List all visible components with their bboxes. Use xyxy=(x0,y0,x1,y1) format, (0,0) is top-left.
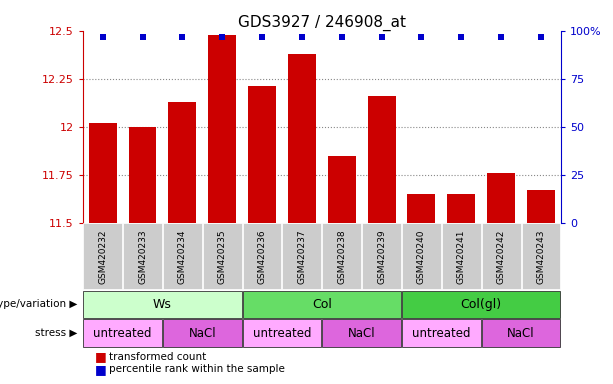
Text: GSM420241: GSM420241 xyxy=(457,229,466,283)
Text: untreated: untreated xyxy=(412,327,471,339)
Text: NaCl: NaCl xyxy=(507,327,535,339)
Bar xyxy=(487,173,515,223)
Text: Ws: Ws xyxy=(153,298,172,311)
Bar xyxy=(288,54,316,223)
Bar xyxy=(129,127,156,223)
Text: transformed count: transformed count xyxy=(109,352,206,362)
Text: ■: ■ xyxy=(95,350,107,363)
Text: GSM420234: GSM420234 xyxy=(178,229,187,283)
Bar xyxy=(208,35,236,223)
Text: untreated: untreated xyxy=(253,327,311,339)
Text: GSM420233: GSM420233 xyxy=(138,229,147,284)
Text: GSM420237: GSM420237 xyxy=(297,229,306,284)
Text: NaCl: NaCl xyxy=(188,327,216,339)
Text: GSM420240: GSM420240 xyxy=(417,229,426,283)
Text: genotype/variation ▶: genotype/variation ▶ xyxy=(0,299,78,310)
Title: GDS3927 / 246908_at: GDS3927 / 246908_at xyxy=(238,15,406,31)
Bar xyxy=(368,96,395,223)
Text: percentile rank within the sample: percentile rank within the sample xyxy=(109,364,284,374)
Text: GSM420243: GSM420243 xyxy=(536,229,546,283)
Text: GSM420239: GSM420239 xyxy=(377,229,386,284)
Text: GSM420238: GSM420238 xyxy=(337,229,346,284)
Text: GSM420232: GSM420232 xyxy=(98,229,107,283)
Bar xyxy=(89,123,116,223)
Bar xyxy=(447,194,475,223)
Text: stress ▶: stress ▶ xyxy=(36,328,78,338)
Bar xyxy=(408,194,435,223)
Text: GSM420236: GSM420236 xyxy=(257,229,267,284)
Text: GSM420235: GSM420235 xyxy=(218,229,227,284)
Text: ■: ■ xyxy=(95,362,107,376)
Text: GSM420242: GSM420242 xyxy=(497,229,506,283)
Bar xyxy=(169,102,196,223)
Text: Col: Col xyxy=(312,298,332,311)
Bar xyxy=(328,156,356,223)
Text: Col(gl): Col(gl) xyxy=(460,298,502,311)
Bar xyxy=(248,86,276,223)
Text: NaCl: NaCl xyxy=(348,327,376,339)
Text: untreated: untreated xyxy=(93,327,152,339)
Bar xyxy=(527,190,555,223)
